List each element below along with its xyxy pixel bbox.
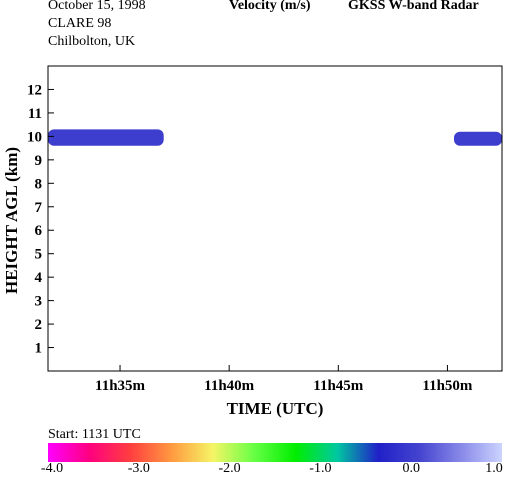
colorbar-tick-label: -1.0 (309, 461, 332, 476)
y-tick-label: 8 (35, 176, 43, 192)
x-tick-label: 11h45m (313, 378, 364, 394)
echo-region-1 (48, 129, 164, 146)
y-tick-label: 10 (27, 129, 42, 145)
colorbar-tick-label: -3.0 (127, 461, 150, 476)
x-axis-label: TIME (UTC) (226, 399, 324, 418)
colorbar-tick-label: -4.0 (40, 461, 64, 476)
colorbar (48, 443, 502, 462)
y-tick-label: 12 (27, 82, 42, 98)
plot-frame (47, 65, 503, 372)
header-date: October 15, 1998 (48, 0, 146, 13)
y-tick-label: 11 (28, 106, 42, 122)
x-tick-label: 11h40m (204, 378, 255, 394)
header-instrument: GKSS W-band Radar (348, 0, 479, 13)
start-time-label: Start: 1131 UTC (48, 427, 141, 442)
y-tick-label: 4 (35, 270, 43, 286)
colorbar-tick-label: 0.0 (402, 461, 420, 476)
header-site: Chilbolton, UK (48, 34, 136, 49)
y-tick-label: 9 (35, 153, 43, 169)
echo-region-2 (453, 131, 502, 146)
colorbar-tick-label: 1.0 (485, 461, 503, 476)
colorbar-tick-label: -2.0 (218, 461, 241, 476)
y-tick-label: 7 (35, 200, 43, 216)
y-tick-label: 6 (35, 223, 43, 239)
y-tick-label: 3 (35, 294, 43, 310)
x-tick-label: 11h50m (422, 378, 473, 394)
y-axis-label: HEIGHT AGL (km) (2, 146, 21, 294)
y-tick-label: 2 (35, 317, 43, 333)
x-axis-ticks: 11h35m 11h40m 11h45m 11h50m (95, 365, 473, 394)
echo-layer (48, 129, 502, 146)
x-tick-label: 11h35m (95, 378, 146, 394)
header-quantity: Velocity (m/s) (229, 0, 311, 13)
y-tick-label: 1 (35, 341, 43, 357)
y-tick-label: 5 (35, 247, 43, 263)
header-campaign: CLARE 98 (48, 16, 112, 31)
